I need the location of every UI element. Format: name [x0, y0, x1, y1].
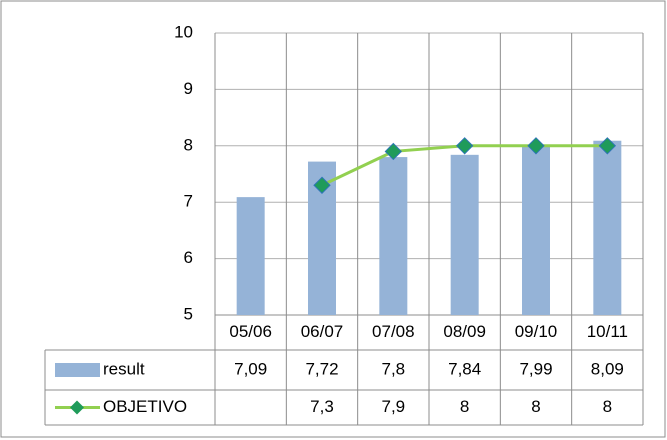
x-tick-label: 09/10: [515, 322, 558, 341]
y-tick-label: 8: [184, 135, 193, 154]
x-tick-label: 06/07: [301, 322, 344, 341]
table-value: 8: [603, 397, 612, 416]
legend-label: result: [103, 359, 145, 378]
bar: [236, 197, 265, 315]
y-tick-label: 7: [184, 192, 193, 211]
y-tick-label: 5: [184, 304, 193, 323]
legend-key: [55, 363, 100, 377]
marker: [598, 137, 617, 155]
y-tick-label: 10: [174, 22, 193, 41]
table-value: 7,72: [305, 359, 338, 378]
table-value: 8: [531, 397, 540, 416]
marker: [384, 142, 403, 161]
y-tick-label: 9: [184, 79, 193, 98]
marker: [455, 137, 474, 155]
x-tick-label: 05/06: [229, 322, 272, 341]
table-value: 7,99: [519, 359, 552, 378]
bar: [593, 140, 622, 315]
table-value: 7,9: [382, 397, 406, 416]
bar: [379, 157, 408, 315]
y-tick-label: 6: [184, 248, 193, 267]
x-tick-label: 07/08: [372, 322, 415, 341]
legend-label: OBJETIVO: [103, 397, 187, 416]
table-value: 7,3: [310, 397, 334, 416]
bar: [522, 146, 550, 315]
table-value: 8,09: [591, 359, 624, 378]
legend-key: [70, 400, 84, 415]
table-value: 7,84: [448, 359, 481, 378]
marker: [313, 176, 331, 194]
table-value: 8: [460, 397, 469, 416]
marker: [527, 137, 545, 155]
x-tick-label: 08/09: [443, 322, 486, 341]
x-tick-label: 10/11: [587, 322, 628, 341]
bar: [450, 154, 479, 315]
table-value: 7,09: [234, 359, 267, 378]
table-value: 7,8: [382, 359, 406, 378]
